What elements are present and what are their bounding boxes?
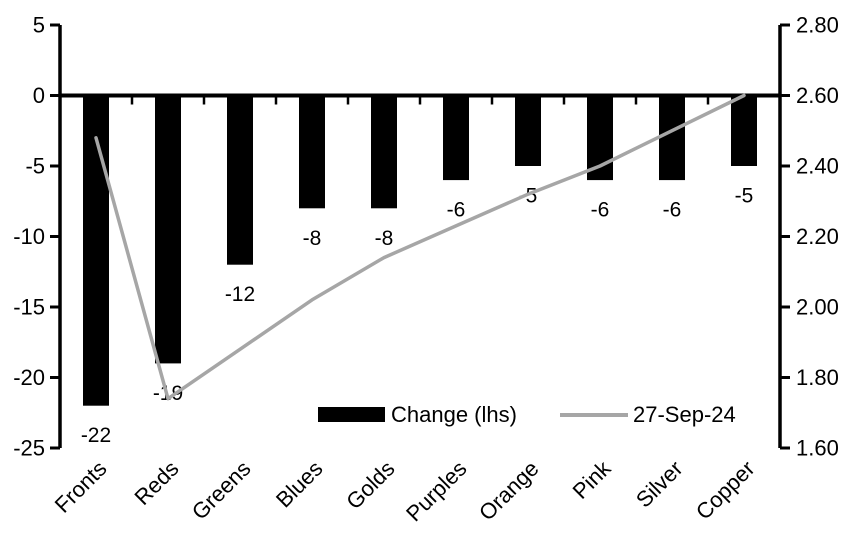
legend-bar-series-label: Change (lhs) [391, 402, 517, 427]
category-label: Orange [474, 456, 544, 526]
axes-group [50, 23, 790, 450]
category-labels-group: Fronts Reds Greens Blues Golds Purples Orange P… [50, 455, 760, 526]
bar-value-label: -6 [447, 199, 466, 222]
bar-value-label: -22 [81, 424, 111, 447]
category-label: Greens [187, 456, 256, 525]
bar [659, 95, 685, 181]
right-axis-tick-label: 2.00 [796, 295, 839, 320]
bar [515, 95, 541, 166]
category-label: Reds [130, 456, 184, 510]
legend-bar-swatch [318, 407, 385, 422]
category-label: Golds [341, 456, 399, 514]
legend-line-series-label: 27-Sep-24 [633, 402, 736, 427]
category-label: Blues [271, 456, 328, 513]
left-axis-tick-label: -10 [13, 224, 45, 249]
bar [731, 95, 757, 166]
right-axis-tick-label: 2.40 [796, 154, 839, 179]
bar [83, 95, 109, 406]
bar [155, 95, 181, 364]
bar [443, 95, 469, 181]
bar-value-label: -8 [375, 227, 394, 250]
bar-value-label: -5 [735, 185, 754, 208]
bar [227, 95, 253, 265]
left-axis-tick-label: 0 [33, 83, 45, 108]
right-axis-tick-label: 1.60 [796, 436, 839, 461]
left-axis-tick-label: -15 [13, 295, 45, 320]
category-label: Silver [631, 456, 688, 513]
bar-value-label: -6 [591, 199, 610, 222]
left-axis-tick-label: -25 [13, 436, 45, 461]
line-series [94, 93, 746, 401]
bars-group [83, 95, 757, 406]
bar-value-label: -6 [663, 199, 682, 222]
left-axis-tick-label: -20 [13, 365, 45, 390]
left-axis-tick-label: -5 [25, 154, 45, 179]
bar [299, 95, 325, 209]
category-label: Purples [401, 456, 471, 526]
bar-value-labels-group: -22-19-12-8 -8-6-5-6 -6-5 [81, 185, 754, 448]
bar-value-label: -8 [303, 227, 322, 250]
line-series-group [94, 93, 746, 401]
legend-line-swatch [560, 413, 628, 417]
category-label: Pink [568, 455, 617, 504]
bar-value-label: -12 [225, 283, 255, 306]
right-axis-tick-label: 2.60 [796, 83, 839, 108]
left-axis-tick-label: 5 [33, 13, 45, 38]
bar [371, 95, 397, 209]
right-axis-tick-label: 2.80 [796, 13, 839, 38]
category-label: Copper [691, 456, 760, 525]
category-label: Fronts [50, 456, 112, 518]
right-axis-tick-label: 2.20 [796, 224, 839, 249]
right-axis-tick-label: 1.80 [796, 365, 839, 390]
axis-tick-labels-group: 5 0 -5 -10 -15 -20 -25 2.80 2.60 2.40 2.20 2.00 1.80… [13, 13, 839, 461]
